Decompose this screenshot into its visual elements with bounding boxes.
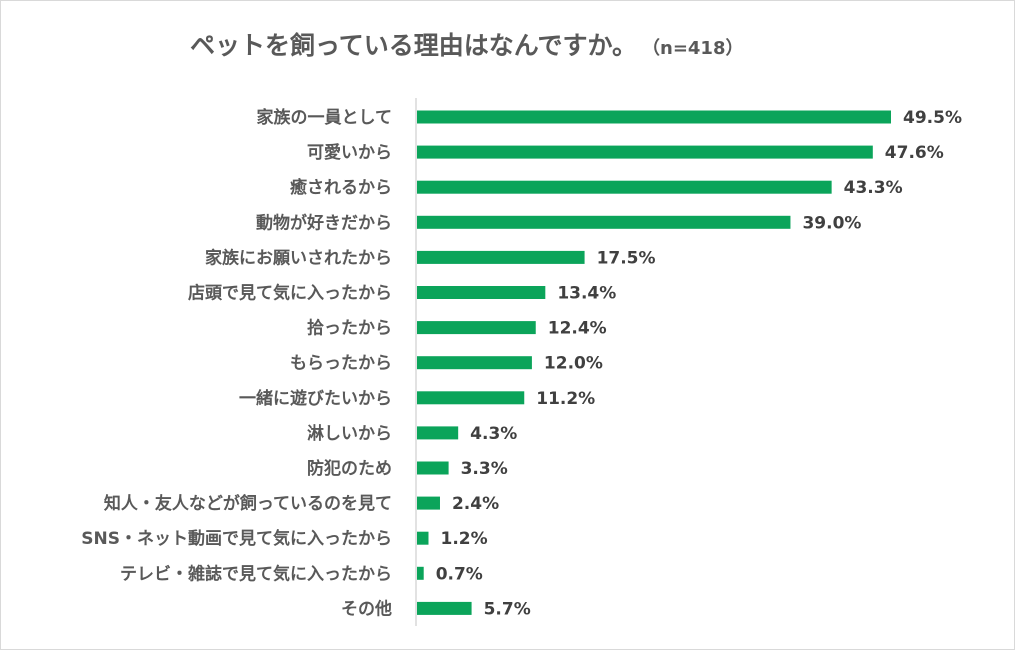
data-label: 0.7% — [436, 564, 483, 584]
bar — [417, 356, 532, 370]
data-label: 49.5% — [903, 108, 962, 128]
category-label: 癒されるから — [290, 177, 392, 198]
bar — [417, 566, 424, 580]
sample-size: （n=418） — [651, 38, 744, 59]
data-label: 1.2% — [440, 529, 487, 549]
bar — [417, 496, 440, 510]
data-label: 39.0% — [802, 213, 861, 233]
data-label: 11.2% — [536, 389, 595, 409]
bar — [417, 180, 832, 194]
category-label: その他 — [341, 598, 392, 619]
data-label: 12.4% — [548, 319, 607, 339]
category-label: 知人・友人などが飼っているのを見て — [103, 493, 392, 514]
title-text: ペットを飼っている理由はなんですか。 — [190, 31, 638, 60]
category-label: もらったから — [290, 354, 392, 374]
category-label: 防犯のため — [307, 458, 392, 479]
bar — [417, 145, 873, 159]
data-label: 2.4% — [452, 494, 499, 514]
bar — [417, 321, 536, 335]
bar — [417, 461, 449, 475]
category-label: 拾ったから — [307, 318, 392, 339]
data-label: 47.6% — [885, 143, 944, 163]
category-label: SNS・ネット動画で見て気に入ったから — [81, 528, 392, 549]
bar — [417, 250, 585, 264]
bar — [417, 286, 546, 299]
data-label: 17.5% — [597, 248, 656, 268]
data-label: 12.0% — [544, 354, 603, 374]
category-label: 家族の一員として — [257, 107, 393, 128]
bar — [417, 601, 472, 615]
data-label: 13.4% — [557, 284, 616, 304]
category-label: 淋しいから — [307, 423, 392, 444]
category-label: 店頭で見て気に入ったから — [188, 283, 392, 304]
category-label: 可愛いから — [307, 142, 392, 163]
bar — [417, 110, 891, 124]
data-label: 5.7% — [484, 599, 531, 619]
category-label: 一緒に遊びたいから — [239, 388, 392, 409]
data-label: 4.3% — [470, 424, 517, 444]
bar — [417, 426, 459, 440]
bar — [417, 215, 791, 229]
category-label: テレビ・雑誌で見て気に入ったから — [120, 563, 392, 584]
bar — [417, 391, 525, 405]
chart-title: ペットを飼っている理由はなんですか。 （n=418） — [190, 26, 744, 62]
bar — [417, 531, 429, 545]
category-label: 動物が好きだから — [256, 212, 392, 233]
category-label: 家族にお願いされたから — [205, 247, 392, 268]
data-label: 3.3% — [461, 459, 508, 479]
data-label: 43.3% — [844, 178, 903, 198]
